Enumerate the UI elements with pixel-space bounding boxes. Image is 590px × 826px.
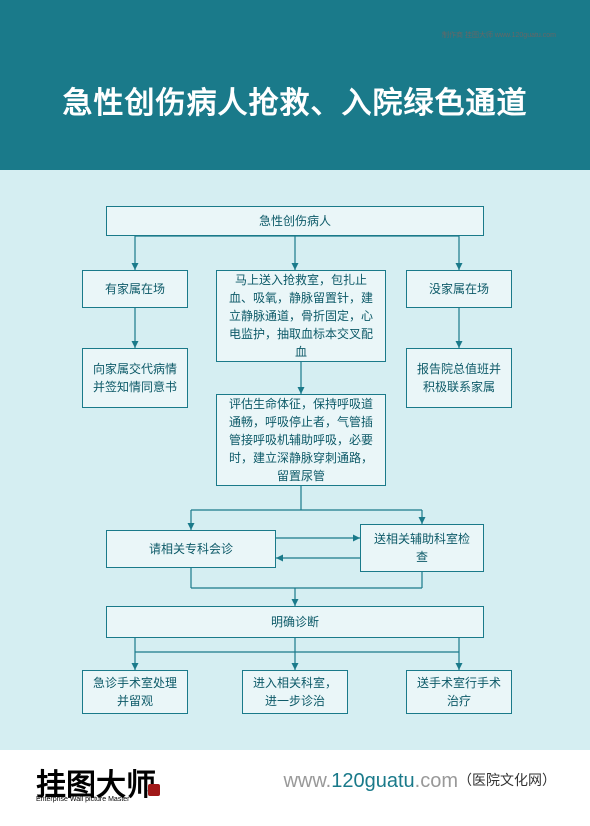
top-credit: 制作商 挂图大师 www.120guatu.com [442, 30, 556, 40]
url-domain: 120guatu [331, 770, 414, 792]
flowchart: 急性创伤病人有家属在场马上送入抢救室，包扎止血、吸氧，静脉留置针，建立静脉通道，… [0, 170, 590, 750]
page-title: 急性创伤病人抢救、入院绿色通道 [0, 78, 590, 122]
flow-node-n1: 急性创伤病人 [106, 206, 484, 236]
flow-node-n5: 向家属交代病情并签知情同意书 [82, 348, 188, 408]
url-prefix: www. [283, 770, 331, 792]
flow-node-n4: 没家属在场 [406, 270, 512, 308]
flow-node-n12: 进入相关科室，进一步诊治 [242, 670, 348, 714]
flow-node-n8: 请相关专科会诊 [106, 530, 276, 568]
flow-node-n6: 报告院总值班并积极联系家属 [406, 348, 512, 408]
footer-seal-icon [148, 784, 160, 796]
credit-url: www.120guatu.com [495, 32, 556, 39]
footer: 挂图大师 Enterprise Wall picture Master www.… [0, 750, 590, 826]
header: 制作商 挂图大师 www.120guatu.com 急性创伤病人抢救、入院绿色通… [0, 0, 590, 170]
footer-url: www.120guatu.com（医院文化网） [283, 770, 556, 793]
credit-prefix: 制作商 挂图大师 [442, 32, 493, 39]
flow-node-n11: 急诊手术室处理并留观 [82, 670, 188, 714]
flow-node-n2: 有家属在场 [82, 270, 188, 308]
flow-node-n7: 评估生命体征，保持呼吸道通畅，呼吸停止者，气管插管接呼吸机辅助呼吸，必要时，建立… [216, 394, 386, 486]
url-tag: （医院文化网） [458, 772, 556, 788]
content-area: 急性创伤病人有家属在场马上送入抢救室，包扎止血、吸氧，静脉留置针，建立静脉通道，… [0, 170, 590, 750]
footer-logo-sub: Enterprise Wall picture Master [36, 796, 130, 803]
flow-node-n10: 明确诊断 [106, 606, 484, 638]
flow-node-n13: 送手术室行手术治疗 [406, 670, 512, 714]
url-suffix: .com [415, 770, 458, 792]
flow-node-n9: 送相关辅助科室检查 [360, 524, 484, 572]
flow-node-n3: 马上送入抢救室，包扎止血、吸氧，静脉留置针，建立静脉通道，骨折固定，心电监护，抽… [216, 270, 386, 362]
page: 制作商 挂图大师 www.120guatu.com 急性创伤病人抢救、入院绿色通… [0, 0, 590, 826]
